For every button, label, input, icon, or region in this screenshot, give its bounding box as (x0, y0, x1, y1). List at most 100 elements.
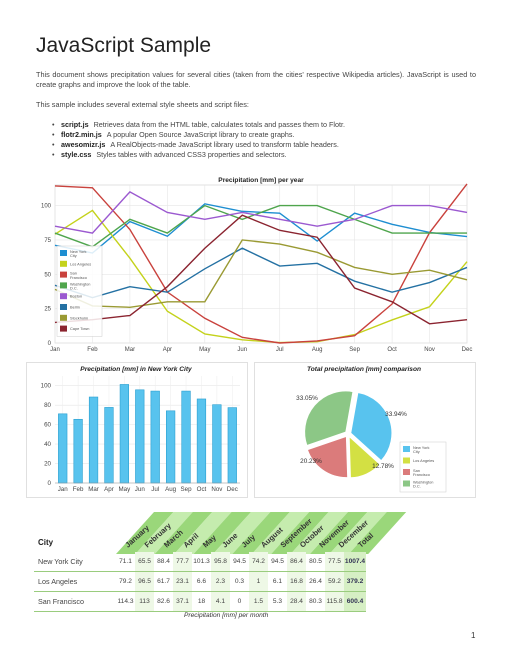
legend-label: New York City (413, 445, 429, 454)
header-band (251, 512, 310, 554)
intro-paragraph: This document shows precipitation values… (36, 70, 476, 89)
value-cell: 101.3 (192, 552, 211, 572)
page-number: 1 (471, 631, 476, 640)
pie-slice (307, 435, 349, 478)
value-cell: 23.1 (173, 571, 192, 592)
x-tick-label: Nov (211, 486, 223, 493)
x-tick-label: Aug (165, 486, 177, 493)
x-tick-label: Apr (104, 486, 114, 493)
value-cell: 59.2 (325, 571, 344, 592)
legend-swatch (60, 260, 67, 267)
chart-title: Precipitation [mm] per year (218, 177, 304, 184)
x-tick-label: Aug (312, 347, 323, 353)
x-tick-label: Sep (349, 347, 360, 353)
value-cell: 26.4 (306, 571, 325, 592)
bar (196, 398, 207, 484)
header-band (213, 512, 271, 554)
value-cell: 37.1 (173, 591, 192, 612)
table-row: Los Angeles 79.2 96.5 61.7 23.1 6.6 2.3 0.3 1 6.1… (34, 571, 366, 592)
value-cell: 86.4 (287, 552, 306, 572)
y-tick-label: 60 (44, 422, 51, 429)
table-row: San Francisco 114.3 113 82.6 37.1 18 4.1 0 1.5 5.… (34, 591, 366, 612)
x-tick-label: Mar (125, 347, 135, 353)
files-intro: This sample includes several external st… (36, 100, 249, 109)
value-cell: 1.5 (249, 591, 268, 612)
x-tick-label: Oct (197, 486, 207, 493)
bar (212, 404, 222, 484)
file-desc: A RealObjects-made JavaScript library us… (110, 140, 339, 149)
city-column-header: City (38, 538, 54, 547)
value-cell: 5.3 (268, 591, 287, 612)
x-tick-label: May (119, 486, 132, 493)
header-band (135, 512, 193, 554)
value-cell: 114.3 (116, 591, 135, 612)
page-title: JavaScript Sample (36, 34, 212, 57)
x-tick-label: Jul (151, 486, 159, 493)
x-tick-label: Nov (424, 347, 435, 353)
series-line (54, 247, 468, 299)
legend-label: Washington D.C. (413, 479, 433, 488)
legend-label: Washington D.C. (70, 281, 90, 290)
bar (181, 390, 191, 484)
total-cell: 379.2 (344, 571, 366, 592)
legend-swatch (403, 457, 410, 464)
slice-label: 33.94% (385, 411, 407, 418)
file-name: style.css (61, 150, 92, 159)
file-desc: Styles tables with advanced CSS3 propert… (96, 150, 287, 159)
header-band (154, 512, 213, 554)
pie-slice (350, 392, 393, 462)
y-tick-label: 75 (44, 238, 51, 244)
x-tick-label: Jun (135, 486, 146, 493)
x-tick-label: Sep (181, 486, 193, 493)
list-item: style.css Styles tables with advanced CSS… (52, 150, 345, 160)
header-band (116, 512, 174, 554)
y-tick-label: 80 (44, 402, 51, 409)
legend-label: San Francisco (70, 271, 87, 280)
y-tick-label: 100 (41, 204, 52, 210)
legend-swatch (60, 325, 67, 332)
header-band (348, 512, 407, 554)
legend-label: Boston (70, 294, 82, 299)
bar (135, 389, 145, 484)
slice-label: 33.05% (296, 395, 318, 402)
value-cell: 77.5 (325, 552, 344, 572)
x-tick-label: Oct (387, 347, 397, 353)
series-line (54, 190, 468, 234)
legend-swatch (60, 271, 67, 278)
header-band (310, 512, 368, 554)
y-tick-label: 25 (44, 307, 51, 313)
value-cell: 28.4 (287, 591, 306, 612)
value-cell: 74.2 (249, 552, 268, 572)
chart-legend: New York City Los Angeles San FranciscoWashi… (56, 245, 103, 337)
value-cell: 115.8 (325, 591, 344, 612)
file-name: script.js (61, 120, 89, 129)
table-caption: Precipitation [mm] per month (184, 612, 269, 619)
value-cell: 88.4 (154, 552, 173, 572)
legend-label: Stockholm (70, 315, 88, 320)
value-cell: 71.1 (116, 552, 135, 572)
header-band (174, 512, 232, 554)
value-cell: 94.5 (230, 552, 249, 572)
header-band (193, 512, 251, 554)
x-tick-label: Feb (73, 486, 84, 493)
list-item: script.js Retrieves data from the HTML ta… (52, 120, 345, 130)
slice-label: 20.23% (300, 458, 322, 465)
value-cell: 94.5 (268, 552, 287, 572)
header-band (329, 512, 387, 554)
y-tick-label: 40 (44, 441, 51, 448)
x-tick-label: Jun (237, 347, 247, 353)
y-tick-label: 100 (41, 383, 52, 390)
precipitation-table: New York City 71.1 65.5 88.4 77.7 101.3 95.8 94… (34, 552, 366, 612)
pie-slice (304, 390, 354, 446)
value-cell: 113 (135, 591, 154, 612)
list-item: flotr2.min.js A popular Open Source JavaS… (52, 130, 345, 140)
series-line (54, 204, 467, 248)
x-tick-label: Apr (163, 347, 172, 353)
legend-swatch (403, 480, 410, 487)
y-tick-label: 0 (48, 480, 52, 487)
value-cell: 77.7 (173, 552, 192, 572)
x-tick-label: Jan (58, 486, 69, 493)
bar (166, 410, 176, 484)
legend-box (56, 245, 103, 337)
value-cell: 16.8 (287, 571, 306, 592)
